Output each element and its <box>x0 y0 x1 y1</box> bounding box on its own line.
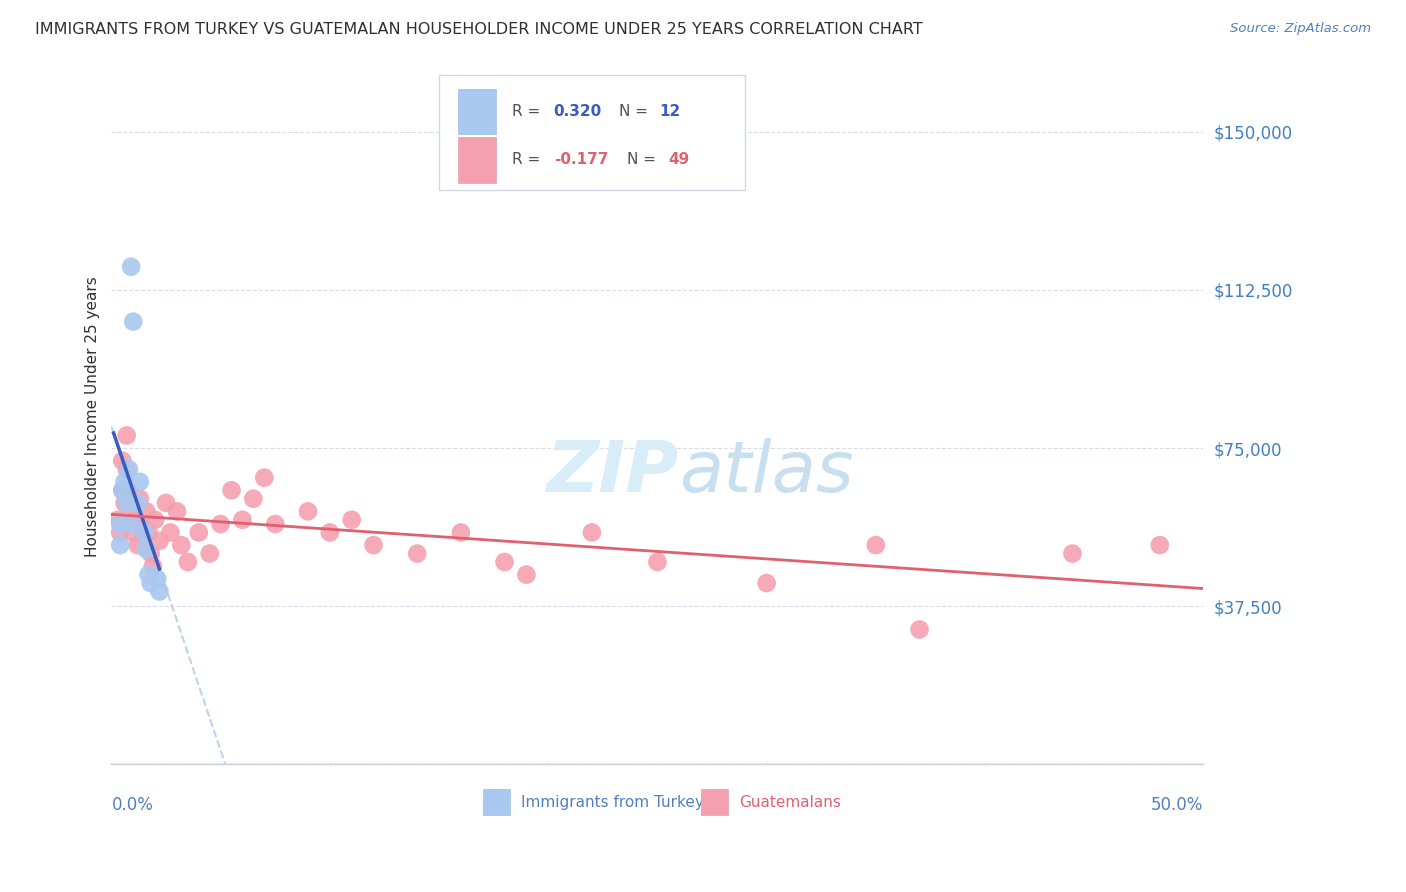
Point <box>148 584 170 599</box>
Point <box>120 516 142 531</box>
Point <box>122 525 145 540</box>
Point <box>450 525 472 540</box>
Point <box>155 496 177 510</box>
Point <box>128 491 150 506</box>
Point <box>647 555 669 569</box>
Point <box>135 504 157 518</box>
Text: IMMIGRANTS FROM TURKEY VS GUATEMALAN HOUSEHOLDER INCOME UNDER 25 YEARS CORRELATI: IMMIGRANTS FROM TURKEY VS GUATEMALAN HOU… <box>35 22 922 37</box>
Text: 50.0%: 50.0% <box>1152 796 1204 814</box>
Point <box>127 538 149 552</box>
Point <box>143 513 166 527</box>
Text: ZIP: ZIP <box>547 438 679 507</box>
Point <box>108 525 131 540</box>
Text: N =: N = <box>619 103 654 119</box>
Point <box>146 572 169 586</box>
Point <box>908 623 931 637</box>
Point <box>865 538 887 552</box>
Text: R =: R = <box>512 103 546 119</box>
Text: -0.177: -0.177 <box>554 153 607 167</box>
Point <box>114 496 136 510</box>
Point <box>264 516 287 531</box>
Bar <box>702 789 728 815</box>
Point <box>118 462 141 476</box>
Text: 12: 12 <box>659 103 681 119</box>
Text: atlas: atlas <box>679 438 853 507</box>
Point <box>111 454 134 468</box>
Point <box>139 576 162 591</box>
Point <box>148 533 170 548</box>
Point <box>755 576 778 591</box>
Point <box>340 513 363 527</box>
Point <box>166 504 188 518</box>
Text: 49: 49 <box>668 153 689 167</box>
Point <box>120 504 142 518</box>
Text: Source: ZipAtlas.com: Source: ZipAtlas.com <box>1230 22 1371 36</box>
Point <box>142 559 165 574</box>
Point <box>1062 547 1084 561</box>
Text: N =: N = <box>627 153 661 167</box>
FancyBboxPatch shape <box>439 76 745 190</box>
Point <box>107 513 129 527</box>
Point <box>122 315 145 329</box>
Point <box>221 483 243 498</box>
Point <box>118 483 141 498</box>
Point <box>127 496 149 510</box>
Point <box>111 483 134 498</box>
Point <box>114 475 136 489</box>
Y-axis label: Householder Income Under 25 years: Householder Income Under 25 years <box>86 277 100 557</box>
Point <box>170 538 193 552</box>
Point <box>138 525 160 540</box>
Point <box>134 530 156 544</box>
Point <box>115 496 138 510</box>
Point <box>187 525 209 540</box>
Point <box>124 513 146 527</box>
Text: Immigrants from Turkey: Immigrants from Turkey <box>522 795 704 810</box>
Point <box>1149 538 1171 552</box>
Point <box>131 516 153 531</box>
Point <box>198 547 221 561</box>
Point <box>159 525 181 540</box>
Point <box>135 542 157 557</box>
Point <box>108 538 131 552</box>
Point <box>128 475 150 489</box>
Bar <box>457 137 496 183</box>
Point <box>242 491 264 506</box>
Text: 0.0%: 0.0% <box>111 796 153 814</box>
Point <box>494 555 516 569</box>
Point <box>253 470 276 484</box>
Point <box>209 516 232 531</box>
Text: 0.320: 0.320 <box>554 103 602 119</box>
Point <box>115 462 138 476</box>
Bar <box>482 789 510 815</box>
Point <box>319 525 342 540</box>
Point <box>108 516 131 531</box>
Point <box>515 567 537 582</box>
Point <box>581 525 603 540</box>
Point <box>120 260 142 274</box>
Point <box>138 567 160 582</box>
Text: Guatemalans: Guatemalans <box>740 795 841 810</box>
Point <box>406 547 429 561</box>
Point <box>297 504 319 518</box>
Point <box>363 538 385 552</box>
Text: R =: R = <box>512 153 546 167</box>
Point <box>134 525 156 540</box>
Point <box>231 513 253 527</box>
Point <box>115 428 138 442</box>
Bar <box>457 89 496 134</box>
Point <box>177 555 200 569</box>
Point <box>139 547 162 561</box>
Point <box>111 483 134 498</box>
